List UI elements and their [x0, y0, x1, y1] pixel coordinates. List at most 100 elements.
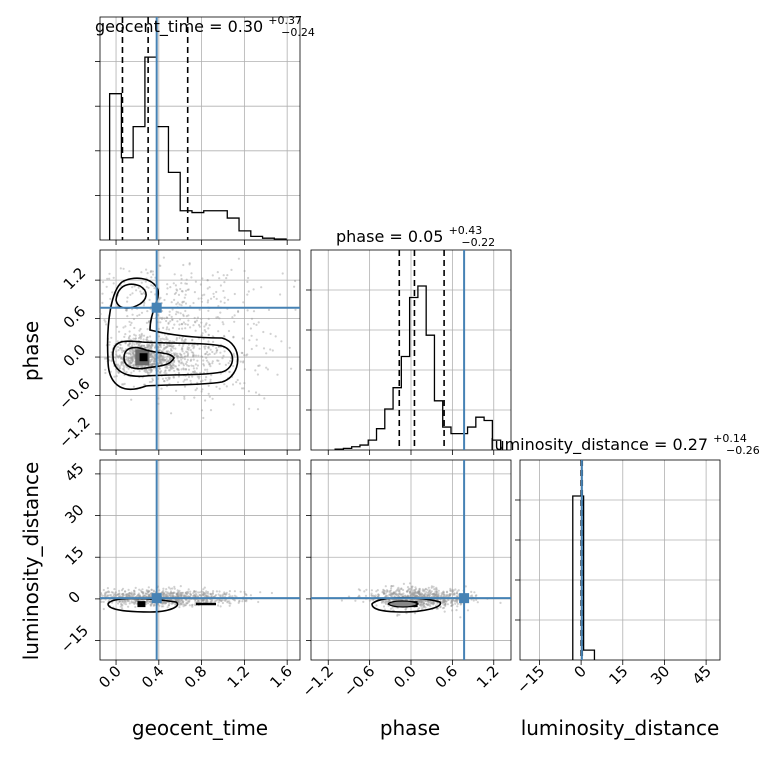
sample-point: [211, 599, 214, 602]
sample-point: [124, 355, 127, 358]
sample-point: [173, 353, 176, 356]
sample-point: [173, 587, 176, 590]
sample-point: [451, 588, 454, 591]
scatter-phase-geocent-frame: [99, 249, 301, 451]
sample-point: [118, 355, 121, 358]
sample-point: [418, 599, 421, 602]
sample-point: [247, 276, 250, 280]
sample-point: [128, 352, 132, 355]
sample-point: [421, 593, 424, 597]
sample-point: [100, 600, 103, 604]
sample-point: [148, 595, 151, 598]
sample-point: [400, 587, 403, 591]
sample-point: [196, 375, 199, 378]
sample-point: [381, 599, 384, 603]
sample-point: [164, 593, 167, 596]
sample-point: [184, 604, 187, 607]
sample-point: [201, 388, 204, 391]
sample-point: [193, 594, 196, 597]
sample-point: [409, 598, 413, 601]
sample-point: [142, 591, 145, 594]
sample-point: [202, 588, 205, 591]
sample-point: [166, 345, 169, 348]
sample-point: [159, 346, 162, 349]
sample-point: [151, 358, 154, 361]
sample-point: [165, 372, 168, 375]
sample-point: [205, 590, 208, 593]
sample-point: [194, 604, 197, 607]
sample-point: [446, 595, 449, 598]
sample-point: [176, 595, 180, 598]
sample-point: [375, 590, 378, 593]
sample-point: [426, 593, 429, 597]
sample-point: [150, 359, 153, 363]
sample-point: [149, 600, 152, 603]
sample-point: [456, 598, 459, 601]
sample-point: [135, 595, 139, 598]
sample-point: [127, 357, 130, 360]
sample-point: [128, 592, 131, 595]
sample-point: [408, 590, 412, 593]
sample-point: [173, 298, 176, 301]
sample-point: [223, 383, 226, 386]
sample-point: [414, 589, 417, 592]
sample-point: [187, 319, 190, 322]
sample-point: [192, 353, 195, 356]
sample-point: [145, 268, 148, 271]
sample-point: [434, 593, 437, 597]
sample-point: [137, 344, 140, 347]
sample-point: [207, 340, 210, 343]
sample-point: [200, 409, 204, 412]
sample-point: [161, 355, 164, 358]
sample-point: [110, 336, 113, 339]
sample-point: [413, 590, 416, 593]
sample-point: [200, 390, 203, 393]
sample-point: [146, 272, 149, 275]
sample-point: [363, 590, 366, 593]
sample-point: [163, 359, 166, 362]
sample-point: [202, 416, 205, 420]
sample-point: [456, 600, 459, 603]
sample-point: [238, 600, 241, 603]
sample-point: [153, 362, 156, 365]
sample-point: [178, 589, 181, 593]
sample-point: [209, 365, 212, 368]
sample-point: [128, 362, 131, 365]
sample-point: [168, 344, 171, 347]
sample-point: [452, 599, 455, 602]
scatter-lumdist-geocent-frame: [99, 459, 301, 661]
sample-point: [134, 337, 137, 340]
sample-point: [451, 590, 454, 593]
scatter-phase-geocent-ytick-label: −0.6: [55, 375, 93, 413]
sample-point: [165, 345, 168, 348]
sample-point: [173, 360, 176, 364]
sample-point: [182, 321, 185, 324]
sample-point: [178, 594, 181, 597]
sample-point: [178, 595, 181, 598]
sample-point: [176, 594, 179, 597]
scatter-lumdist-phase-xtick-label: 0.0: [390, 662, 420, 692]
sample-point: [158, 357, 162, 360]
sample-point: [183, 397, 186, 400]
sample-point: [392, 591, 396, 595]
sample-point: [163, 347, 166, 350]
sample-point: [122, 368, 126, 371]
sample-point: [131, 357, 134, 361]
sample-point: [159, 337, 162, 341]
sample-point: [222, 274, 225, 277]
sample-point: [395, 593, 398, 596]
sample-point: [215, 316, 218, 319]
sample-point: [151, 362, 155, 365]
sample-point: [178, 593, 181, 596]
sample-point: [121, 601, 124, 604]
sample-point: [110, 591, 113, 594]
sample-point: [116, 365, 119, 368]
sample-point: [190, 604, 193, 607]
sample-point: [129, 293, 132, 296]
sample-point: [112, 593, 115, 596]
sample-point: [193, 590, 196, 594]
sample-point: [402, 588, 405, 592]
sample-point: [414, 591, 417, 594]
sample-point: [402, 594, 405, 597]
sample-point: [246, 323, 249, 326]
